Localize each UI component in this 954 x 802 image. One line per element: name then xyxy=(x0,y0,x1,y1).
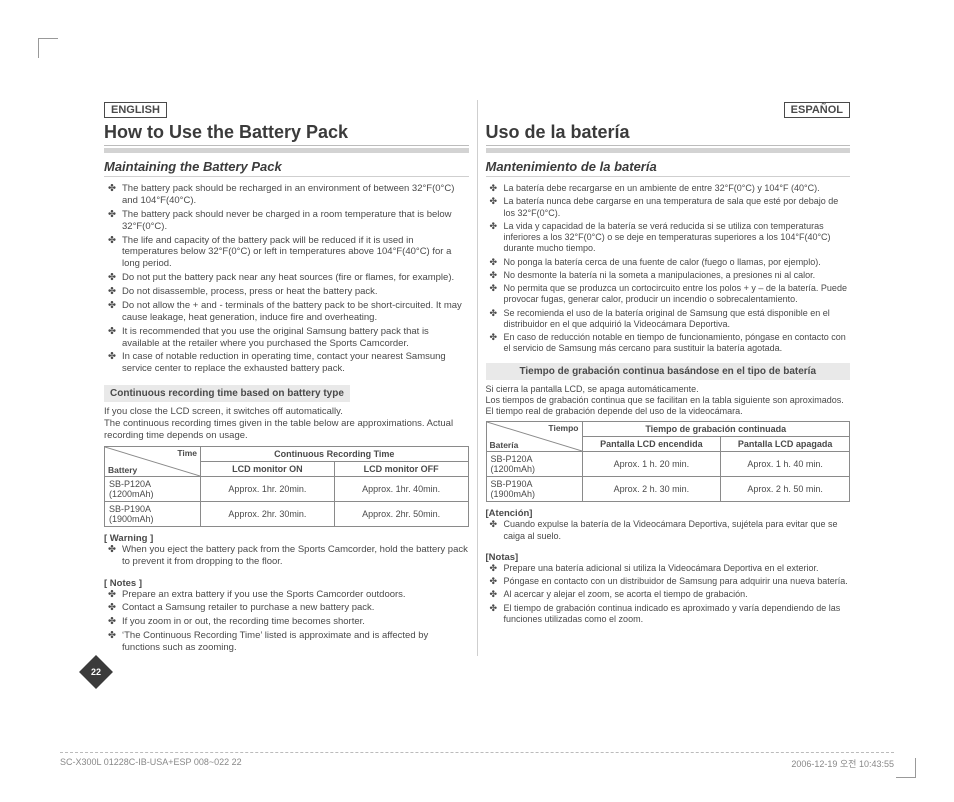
list-item: Do not allow the + and - terminals of th… xyxy=(104,300,469,324)
list-item: It is recommended that you use the origi… xyxy=(104,326,469,350)
list-item: No desmonte la batería ni la someta a ma… xyxy=(486,270,851,281)
list-item: Al acercar y alejar el zoom, se acorta e… xyxy=(486,589,851,600)
diag-header: Time Battery xyxy=(105,446,201,476)
th-col1: Pantalla LCD encendida xyxy=(582,437,721,452)
list-item: Cuando expulse la batería de la Videocám… xyxy=(486,519,851,542)
list-item: El tiempo de grabación continua indicado… xyxy=(486,603,851,626)
box-heading-spanish: Tiempo de grabación continua basándose e… xyxy=(486,363,851,380)
intro-english: If you close the LCD screen, it switches… xyxy=(104,406,469,442)
table-row: SB-P120A (1200mAh)Aprox. 1 h. 20 min.Apr… xyxy=(486,452,850,477)
warning-label-en: [ Warning ] xyxy=(104,533,469,544)
list-item: In case of notable reduction in operatin… xyxy=(104,351,469,375)
list-item: Prepare una batería adicional si utiliza… xyxy=(486,563,851,574)
list-item: Prepare an extra battery if you use the … xyxy=(104,589,469,601)
th-col2: LCD monitor OFF xyxy=(334,461,468,476)
table-row: SB-P190A (1900mAh)Approx. 2hr. 30min.App… xyxy=(105,501,469,526)
list-item: Se recomienda el uso de la batería origi… xyxy=(486,308,851,331)
table-row: SB-P120A (1200mAh)Approx. 1hr. 20min.App… xyxy=(105,476,469,501)
footer-left: SC-X300L 01228C-IB-USA+ESP 008~022 22 xyxy=(60,757,242,770)
page-number-badge: 22 xyxy=(79,655,113,689)
list-item: The battery pack should be recharged in … xyxy=(104,183,469,207)
notes-label-es: [Notas] xyxy=(486,552,851,563)
table-row: SB-P190A (1900mAh)Aprox. 2 h. 30 min.Apr… xyxy=(486,477,850,502)
crop-mark-tl xyxy=(38,38,58,58)
lang-tag-english: ENGLISH xyxy=(104,102,167,118)
title-english: How to Use the Battery Pack xyxy=(104,122,469,146)
list-item: Do not disassemble, process, press or he… xyxy=(104,286,469,298)
list-item: If you zoom in or out, the recording tim… xyxy=(104,616,469,628)
list-item: The life and capacity of the battery pac… xyxy=(104,235,469,271)
th-span: Continuous Recording Time xyxy=(201,446,469,461)
warning-label-es: [Atención] xyxy=(486,508,851,519)
lang-tag-spanish: ESPAÑOL xyxy=(784,102,850,118)
warning-list-en: When you eject the battery pack from the… xyxy=(104,544,469,568)
table-english: Time Battery Continuous Recording Time L… xyxy=(104,446,469,527)
list-item: Do not put the battery pack near any hea… xyxy=(104,272,469,284)
footer: SC-X300L 01228C-IB-USA+ESP 008~022 22 20… xyxy=(60,752,894,770)
rule xyxy=(486,148,851,153)
list-item: La batería nunca debe cargarse en una te… xyxy=(486,196,851,219)
footer-right: 2006-12-19 오전 10:43:55 xyxy=(791,757,894,770)
list-item: When you eject the battery pack from the… xyxy=(104,544,469,568)
list-item: The battery pack should never be charged… xyxy=(104,209,469,233)
list-item: La batería debe recargarse en un ambient… xyxy=(486,183,851,194)
th-col2: Pantalla LCD apagada xyxy=(721,437,850,452)
column-english: ENGLISH How to Use the Battery Pack Main… xyxy=(98,100,477,656)
table-spanish: Tiempo Batería Tiempo de grabación conti… xyxy=(486,421,851,502)
th-span: Tiempo de grabación continuada xyxy=(582,422,850,437)
list-item: Contact a Samsung retailer to purchase a… xyxy=(104,602,469,614)
list-item: La vida y capacidad de la batería se ver… xyxy=(486,221,851,255)
warning-list-es: Cuando expulse la batería de la Videocám… xyxy=(486,519,851,542)
bullets-english: The battery pack should be recharged in … xyxy=(104,183,469,375)
rule xyxy=(104,148,469,153)
box-heading-english: Continuous recording time based on batte… xyxy=(104,385,350,402)
notes-label-en: [ Notes ] xyxy=(104,578,469,589)
crop-mark-br xyxy=(896,758,916,778)
list-item: En caso de reducción notable en tiempo d… xyxy=(486,332,851,355)
section-english: Maintaining the Battery Pack xyxy=(104,159,469,177)
column-spanish: ESPAÑOL Uso de la batería Mantenimiento … xyxy=(478,100,857,656)
diag-header: Tiempo Batería xyxy=(486,422,582,452)
notes-list-es: Prepare una batería adicional si utiliza… xyxy=(486,563,851,625)
notes-list-en: Prepare an extra battery if you use the … xyxy=(104,589,469,654)
list-item: Póngase en contacto con un distribuidor … xyxy=(486,576,851,587)
page-content: ENGLISH How to Use the Battery Pack Main… xyxy=(98,100,856,656)
title-spanish: Uso de la batería xyxy=(486,122,851,146)
list-item: No ponga la batería cerca de una fuente … xyxy=(486,257,851,268)
section-spanish: Mantenimiento de la batería xyxy=(486,159,851,177)
bullets-spanish: La batería debe recargarse en un ambient… xyxy=(486,183,851,355)
intro-spanish: Si cierra la pantalla LCD, se apaga auto… xyxy=(486,384,851,418)
list-item: ‘The Continuous Recording Time’ listed i… xyxy=(104,630,469,654)
th-col1: LCD monitor ON xyxy=(201,461,335,476)
list-item: No permita que se produzca un cortocircu… xyxy=(486,283,851,306)
